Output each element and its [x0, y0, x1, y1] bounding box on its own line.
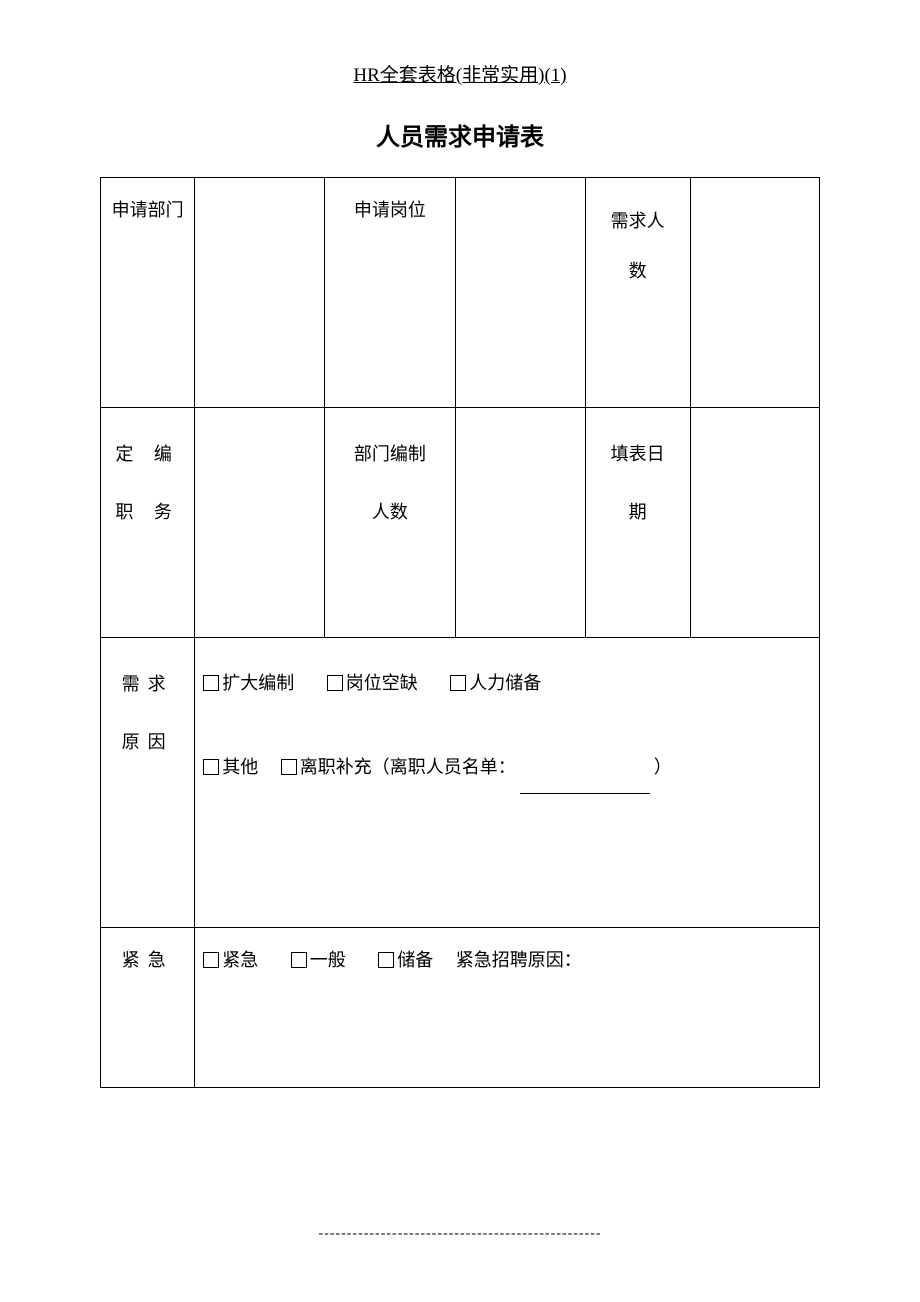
- fill-date-value[interactable]: [690, 408, 819, 638]
- checkbox-item-vacancy[interactable]: 岗位空缺: [327, 673, 418, 693]
- fixed-title-l1: 定 编: [109, 426, 186, 484]
- opt-expand-label: 扩大编制: [222, 673, 294, 693]
- checkbox-icon: [378, 952, 394, 968]
- table-row: 申请部门 申请岗位 需求人 数: [101, 178, 820, 408]
- checkbox-item-reserve[interactable]: 人力储备: [450, 673, 541, 693]
- opt-vacancy-label: 岗位空缺: [346, 673, 418, 693]
- footer-dashes: ----------------------------------------…: [0, 1226, 920, 1242]
- headcount-label: 需求人 数: [585, 178, 690, 408]
- checkbox-item-normal[interactable]: 一般: [291, 950, 346, 970]
- checkbox-icon: [203, 759, 219, 775]
- checkbox-item-resign[interactable]: 离职补充（离职人员名单： ）: [281, 757, 672, 777]
- position-label: 申请岗位: [324, 178, 456, 408]
- checkbox-icon: [327, 675, 343, 691]
- opt-normal-label: 一般: [310, 950, 346, 970]
- checkbox-item-urgent[interactable]: 紧急: [203, 950, 258, 970]
- fixed-title-l2: 职 务: [109, 484, 186, 542]
- reason-label: 需求 原因: [101, 638, 195, 928]
- urgency-label: 紧急: [101, 928, 195, 1088]
- opt-resign-prefix: 离职补充（离职人员名单：: [300, 757, 516, 777]
- urgency-content: 紧急 一般 储备 紧急招聘原因：: [195, 928, 820, 1088]
- dept-count-l1: 部门编制: [333, 426, 448, 484]
- fixed-title-label: 定 编 职 务: [101, 408, 195, 638]
- dept-count-value[interactable]: [456, 408, 585, 638]
- dept-value[interactable]: [195, 178, 324, 408]
- table-row: 需求 原因 扩大编制 岗位空缺 人力储备 其他 离职补充（离职人员名单： ）: [101, 638, 820, 928]
- resign-name-blank[interactable]: [520, 793, 650, 794]
- reason-content: 扩大编制 岗位空缺 人力储备 其他 离职补充（离职人员名单： ）: [195, 638, 820, 928]
- checkbox-item-reserve2[interactable]: 储备: [378, 950, 433, 970]
- checkbox-item-expand[interactable]: 扩大编制: [203, 673, 294, 693]
- opt-reserve-label: 人力储备: [469, 673, 541, 693]
- table-row: 定 编 职 务 部门编制 人数 填表日 期: [101, 408, 820, 638]
- request-form-table: 申请部门 申请岗位 需求人 数 定 编 职 务 部门编制 人数 填表日 期 需求…: [100, 177, 820, 1088]
- checkbox-icon: [281, 759, 297, 775]
- dept-label: 申请部门: [101, 178, 195, 408]
- position-value[interactable]: [456, 178, 585, 408]
- dept-count-label: 部门编制 人数: [324, 408, 456, 638]
- page-header: HR全套表格(非常实用)(1): [100, 60, 820, 87]
- form-title: 人员需求申请表: [100, 117, 820, 152]
- fixed-title-value[interactable]: [195, 408, 324, 638]
- checkbox-icon: [203, 675, 219, 691]
- opt-urgent-label: 紧急: [222, 950, 258, 970]
- reason-line1: 扩大编制 岗位空缺 人力储备: [203, 656, 811, 710]
- opt-other-label: 其他: [222, 757, 258, 777]
- dept-count-l2: 人数: [333, 484, 448, 542]
- fill-date-label: 填表日 期: [585, 408, 690, 638]
- reason-label-l2: 原因: [109, 714, 186, 772]
- opt-resign-suffix: ）: [654, 757, 672, 777]
- checkbox-icon: [203, 952, 219, 968]
- opt-reserve2-label: 储备: [397, 950, 433, 970]
- reason-line2: 其他 离职补充（离职人员名单： ）: [203, 740, 811, 794]
- headcount-label-l1: 需求人: [594, 196, 682, 246]
- checkbox-icon: [291, 952, 307, 968]
- headcount-label-l2: 数: [594, 246, 682, 296]
- fill-date-l1: 填表日: [594, 426, 682, 484]
- table-row: 紧急 紧急 一般 储备 紧急招聘原因：: [101, 928, 820, 1088]
- checkbox-item-other[interactable]: 其他: [203, 757, 258, 777]
- urgency-trailing: 紧急招聘原因：: [456, 950, 582, 970]
- checkbox-icon: [450, 675, 466, 691]
- reason-label-l1: 需求: [109, 656, 186, 714]
- fill-date-l2: 期: [594, 484, 682, 542]
- headcount-value[interactable]: [690, 178, 819, 408]
